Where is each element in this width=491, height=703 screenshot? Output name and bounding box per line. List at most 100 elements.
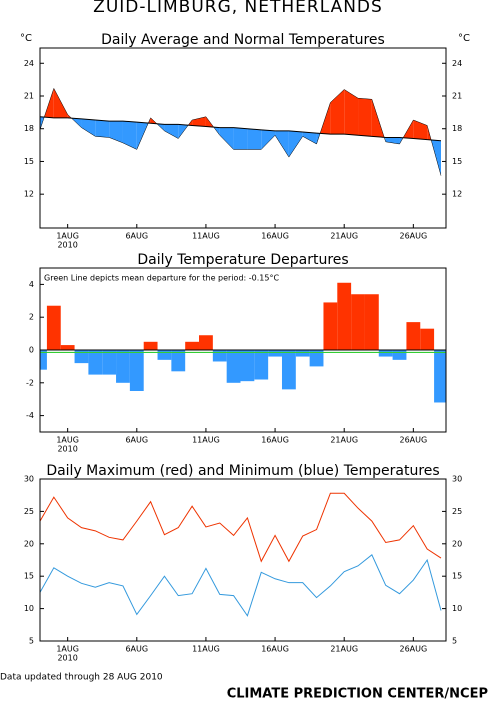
x-tick-label: 6AUG [125, 232, 148, 241]
update-note: Data updated through 28 AUG 2010 [0, 673, 163, 683]
bar [143, 341, 158, 350]
credit: CLIMATE PREDICTION CENTER/NCEP [227, 687, 488, 702]
x-tick-label: 6AUG [125, 645, 148, 654]
bar [60, 345, 75, 350]
y2-tick-label: 15 [452, 572, 462, 581]
x-tick-label: 21AUG [330, 436, 358, 445]
bar [226, 350, 241, 383]
bar [281, 350, 296, 390]
bar [254, 350, 269, 380]
cold-fill [261, 129, 276, 150]
average-line [40, 87, 442, 176]
bar [171, 350, 186, 372]
x-tick-label: 26AUG [399, 232, 427, 241]
panel-title: Daily Maximum (red) and Minimum (blue) T… [46, 463, 439, 479]
warm-fill [344, 89, 359, 136]
plot-frame [39, 47, 447, 229]
cold-fill [288, 130, 303, 158]
plot-area [40, 282, 446, 403]
bar [337, 282, 352, 350]
plot-area [40, 492, 442, 617]
y-tick-label: 2 [29, 313, 34, 322]
bar [74, 350, 89, 364]
cold-fill [275, 130, 289, 158]
y2-tick-label: 25 [452, 507, 462, 516]
bar [434, 350, 446, 403]
bar [406, 322, 421, 350]
bar [392, 350, 407, 360]
x-tick-label: 11AUG [192, 645, 220, 654]
bar [240, 350, 255, 382]
panel-title: Daily Average and Normal Temperatures [101, 32, 385, 48]
warm-fill [358, 98, 372, 137]
bar [88, 350, 103, 375]
y2-axis-label: °C [458, 33, 470, 44]
cold-fill [233, 127, 248, 150]
y2-tick-label: 15 [452, 157, 462, 166]
bar [378, 350, 393, 357]
y-tick-label: 12 [24, 190, 34, 199]
cold-fill [385, 137, 400, 144]
y-tick-label: 18 [24, 124, 34, 133]
warm-fill [413, 120, 428, 140]
x-tick-label: 1AUG [56, 645, 79, 654]
y-tick-label: 21 [24, 92, 34, 101]
y-tick-label: 24 [24, 59, 34, 68]
y2-tick-label: 18 [452, 124, 462, 133]
y2-tick-label: 30 [452, 475, 462, 484]
bar [309, 350, 324, 367]
x-tick-sublabel: 2010 [57, 241, 77, 250]
bar [102, 350, 117, 375]
plot-frame [39, 478, 447, 642]
x-tick-label: 6AUG [125, 436, 148, 445]
y-tick-label: 10 [24, 604, 34, 613]
y2-tick-label: 21 [452, 92, 462, 101]
y2-tick-label: 20 [452, 539, 462, 548]
cold-fill [95, 120, 110, 138]
cold-fill [164, 124, 179, 139]
x-tick-label: 1AUG [56, 436, 79, 445]
y-axis-label: °C [20, 33, 32, 44]
normal-line [40, 116, 442, 142]
x-tick-label: 26AUG [399, 645, 427, 654]
cold-fill [81, 118, 96, 137]
bar [268, 350, 282, 357]
x-tick-label: 26AUG [399, 436, 427, 445]
bar [199, 335, 213, 350]
x-tick-label: 11AUG [192, 436, 220, 445]
y-tick-label: 20 [24, 539, 34, 548]
x-tick-label: 16AUG [261, 436, 289, 445]
y2-tick-label: 10 [452, 604, 462, 613]
y-tick-label: 4 [29, 280, 34, 289]
y2-tick-label: 24 [452, 59, 462, 68]
bar [157, 350, 172, 360]
y-tick-label: 15 [24, 157, 34, 166]
warm-fill [330, 89, 345, 135]
bar [46, 305, 61, 350]
bar [129, 350, 144, 391]
panel-title: Daily Temperature Departures [137, 252, 348, 268]
annotation: Green Line depicts mean departure for th… [44, 274, 279, 283]
cold-fill [302, 132, 317, 144]
x-tick-label: 16AUG [261, 645, 289, 654]
page-title: ZUID-LIMBURG, NETHERLANDS [93, 0, 383, 17]
bar [420, 328, 435, 350]
cold-fill [122, 121, 137, 150]
x-tick-label: 1AUG [56, 232, 79, 241]
bar [323, 302, 338, 350]
y-tick-label: 0 [29, 346, 34, 355]
bar [116, 350, 130, 383]
temperature-line [40, 492, 442, 563]
temperature-line [40, 554, 442, 617]
x-tick-label: 21AUG [330, 645, 358, 654]
plot-area [40, 87, 442, 176]
y-tick-label: 15 [24, 572, 34, 581]
bar [40, 350, 47, 370]
cold-fill [109, 121, 123, 143]
y-tick-label: 30 [24, 475, 34, 484]
x-tick-label: 21AUG [330, 232, 358, 241]
warm-fill [53, 88, 68, 118]
warm-fill [192, 116, 206, 127]
y-tick-label: 5 [29, 637, 34, 646]
